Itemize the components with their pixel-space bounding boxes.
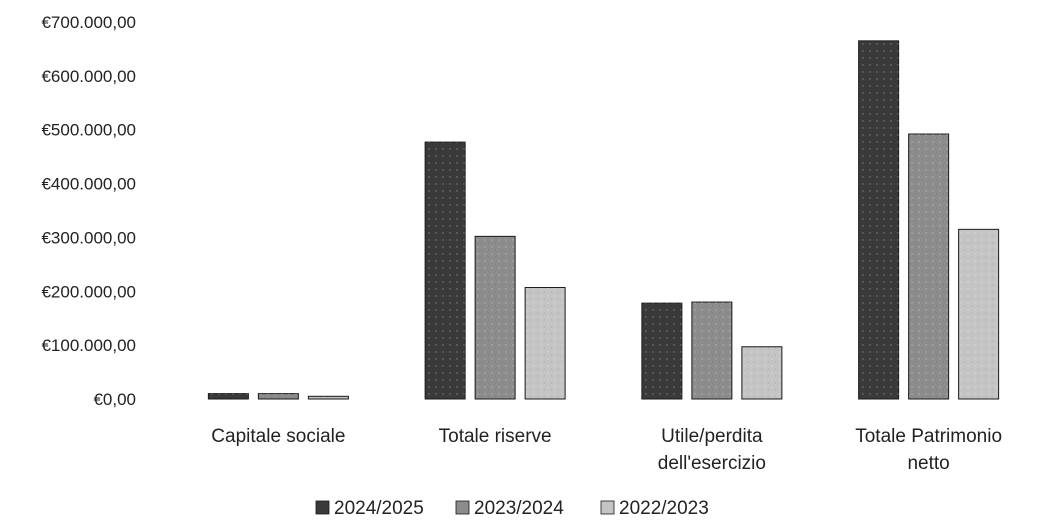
y-tick-label: €200.000,00 [41,282,136,301]
x-category-label: Totale Patrimonio [855,426,1002,447]
bar-texture [858,40,899,399]
legend-swatch-2022-2023 [600,500,615,515]
legend-swatch-2024-2025 [315,500,330,515]
y-tick-label: €100.000,00 [41,336,136,355]
bar-texture [691,302,732,399]
x-axis-category-labels: Capitale sociale Totale riserve Utile/perd… [211,426,1002,474]
x-category-label: netto [907,453,949,474]
x-category-label: Totale riserve [439,426,552,447]
bar-texture [641,303,682,399]
legend-label: 2023/2024 [474,498,564,519]
bar-texture [741,346,782,399]
y-tick-label: €500.000,00 [41,121,136,140]
legend-label: 2024/2025 [334,498,424,519]
y-tick-label: €600.000,00 [41,67,136,86]
y-tick-label: €400.000,00 [41,175,136,194]
bar-texture [258,393,299,399]
bar-texture [908,134,949,399]
legend: 2024/2025 2023/2024 2022/2023 [315,498,709,519]
y-tick-label: €700.000,00 [41,13,136,32]
bar-texture [425,142,466,399]
x-category-label: Capitale sociale [211,426,345,447]
legend-swatch-2023-2024 [455,500,470,515]
bar-texture [475,236,516,399]
bar-texture [308,396,349,399]
x-category-label: dell'esercizio [658,453,766,474]
legend-label: 2022/2023 [619,498,709,519]
y-axis-tick-labels: €0,00 €100.000,00 €200.000,00 €300.000,00 €4… [41,13,136,409]
bar-texture [525,287,566,399]
bar-texture [208,393,249,399]
bar-series-group [207,40,1000,400]
y-tick-label: €300.000,00 [41,228,136,247]
bar-texture [958,229,999,399]
y-tick-label: €0,00 [93,390,136,409]
x-category-label: Utile/perdita [661,426,763,447]
